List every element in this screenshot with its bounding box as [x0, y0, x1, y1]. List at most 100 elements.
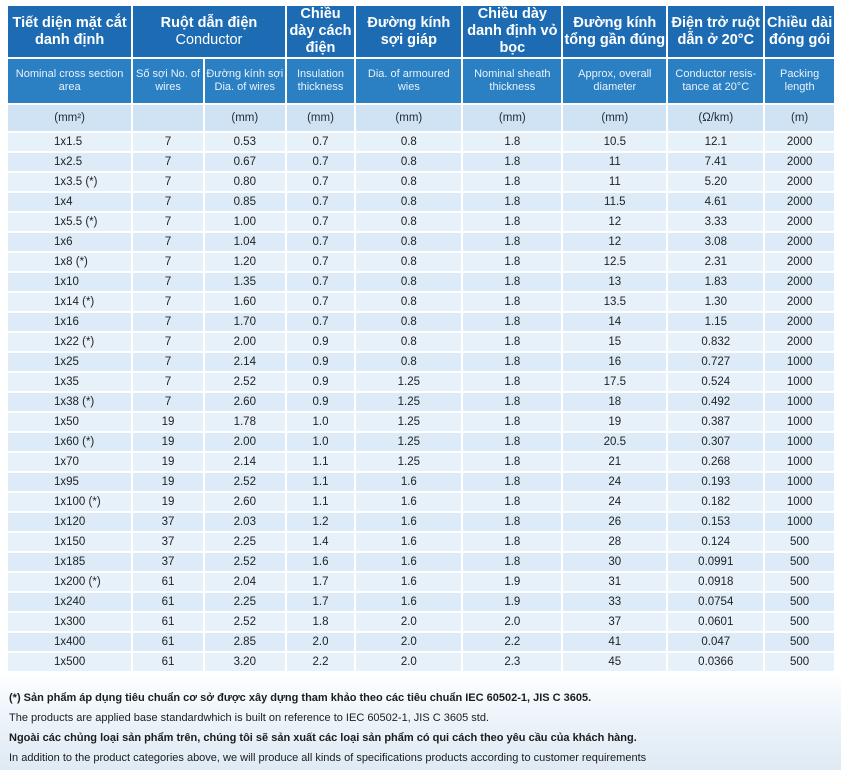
table-cell: 19: [133, 411, 203, 431]
table-cell: 1.60: [204, 291, 285, 311]
table-cell: 4.61: [668, 191, 764, 211]
header-en-resistance: Conductor resis-tance at 20°C: [668, 57, 764, 103]
table-cell: 1.8: [463, 371, 562, 391]
table-cell: 0.7: [286, 291, 355, 311]
table-row: 1x2.5 7 0.67 0.7 0.8 1.8 11 7.41 2000: [8, 151, 834, 171]
table-row: 1x14 (*) 7 1.60 0.7 0.8 1.8 13.5 1.30 2000: [8, 291, 834, 311]
footnote-custom-vn: Ngoài các chủng loại sản phẩm trên, chún…: [9, 732, 637, 744]
table-cell: 2.3: [463, 651, 562, 671]
row-size-cell: 1x95: [8, 471, 132, 491]
table-cell: 1.30: [668, 291, 764, 311]
row-size-cell: 1x22 (*): [8, 331, 132, 351]
table-cell: 45: [563, 651, 667, 671]
table-row: 1x4 7 0.85 0.7 0.8 1.8 11.5 4.61 2000: [8, 191, 834, 211]
table-cell: 0.9: [286, 391, 355, 411]
table-cell: 0.0754: [668, 591, 764, 611]
table-row: 1x3.5 (*) 7 0.80 0.7 0.8 1.8 11 5.20 2000: [8, 171, 834, 191]
table-cell: 2.52: [204, 471, 285, 491]
table-cell: 1.7: [286, 591, 355, 611]
table-cell: 7: [133, 131, 203, 151]
table-cell: 7: [133, 291, 203, 311]
table-row: 1x185 37 2.52 1.6 1.6 1.8 30 0.0991 500: [8, 551, 834, 571]
table-cell: 500: [765, 571, 834, 591]
table-cell: 1.6: [356, 531, 462, 551]
table-cell: 7: [133, 231, 203, 251]
table-row: 1x95 19 2.52 1.1 1.6 1.8 24 0.193 1000: [8, 471, 834, 491]
table-cell: 2.2: [463, 631, 562, 651]
unit-cell: (mm): [286, 103, 355, 131]
table-cell: 5.20: [668, 171, 764, 191]
table-cell: 19: [563, 411, 667, 431]
table-cell: 0.7: [286, 211, 355, 231]
table-cell: 0.524: [668, 371, 764, 391]
table-cell: 1.20: [204, 251, 285, 271]
table-cell: 1.8: [463, 531, 562, 551]
table-cell: 11.5: [563, 191, 667, 211]
table-cell: 1000: [765, 471, 834, 491]
table-cell: 24: [563, 491, 667, 511]
row-size-cell: 1x10: [8, 271, 132, 291]
footnote-custom-en: In addition to the product categories ab…: [9, 752, 647, 764]
table-cell: 1.6: [356, 551, 462, 571]
units-row: (mm²) (mm) (mm) (mm) (mm) (mm) (Ω/km) (m…: [8, 103, 834, 131]
table-cell: 0.8: [356, 131, 462, 151]
table-cell: 1000: [765, 371, 834, 391]
table-cell: 2000: [765, 171, 834, 191]
table-cell: 7: [133, 171, 203, 191]
table-cell: 2000: [765, 331, 834, 351]
unit-cell: (m): [765, 103, 834, 131]
table-cell: 1.8: [463, 191, 562, 211]
table-cell: 21: [563, 451, 667, 471]
table-row: 1x60 (*) 19 2.00 1.0 1.25 1.8 20.5 0.307 1000: [8, 431, 834, 451]
table-cell: 37: [133, 551, 203, 571]
table-cell: 2.00: [204, 331, 285, 351]
table-cell: 19: [133, 491, 203, 511]
table-row: 1x120 37 2.03 1.2 1.6 1.8 26 0.153 1000: [8, 511, 834, 531]
row-size-cell: 1x14 (*): [8, 291, 132, 311]
table-cell: 12: [563, 231, 667, 251]
header-conductor-vn: Ruột dẫn điện: [160, 14, 258, 31]
table-cell: 2.25: [204, 531, 285, 551]
table-cell: 500: [765, 611, 834, 631]
table-row: 1x100 (*) 19 2.60 1.1 1.6 1.8 24 0.182 1000: [8, 491, 834, 511]
row-size-cell: 1x185: [8, 551, 132, 571]
header-en-sheath: Nominal sheath thickness: [463, 57, 562, 103]
row-size-cell: 1x2.5: [8, 151, 132, 171]
table-cell: 2.00: [204, 431, 285, 451]
row-size-cell: 1x3.5 (*): [8, 171, 132, 191]
table-cell: 1.8: [463, 311, 562, 331]
header-armour-wire: Đường kính sợi giáp: [356, 6, 462, 57]
table-cell: 0.8: [356, 151, 462, 171]
row-size-cell: 1x120: [8, 511, 132, 531]
table-cell: 41: [563, 631, 667, 651]
table-cell: 1.8: [463, 431, 562, 451]
table-cell: 1.8: [463, 171, 562, 191]
table-cell: 0.7: [286, 131, 355, 151]
table-cell: 0.85: [204, 191, 285, 211]
table-row: 1x8 (*) 7 1.20 0.7 0.8 1.8 12.5 2.31 2000: [8, 251, 834, 271]
table-cell: 500: [765, 591, 834, 611]
table-row: 1x200 (*) 61 2.04 1.7 1.6 1.9 31 0.0918 500: [8, 571, 834, 591]
table-cell: 0.047: [668, 631, 764, 651]
unit-cell: (Ω/km): [668, 103, 764, 131]
table-cell: 1.25: [356, 371, 462, 391]
table-cell: 1.4: [286, 531, 355, 551]
table-row: 1x5.5 (*) 7 1.00 0.7 0.8 1.8 12 3.33 2000: [8, 211, 834, 231]
table-cell: 1.15: [668, 311, 764, 331]
table-cell: 1.8: [463, 471, 562, 491]
table-cell: 7: [133, 151, 203, 171]
table-cell: 0.67: [204, 151, 285, 171]
table-cell: 2000: [765, 291, 834, 311]
table-cell: 2000: [765, 271, 834, 291]
table-cell: 500: [765, 551, 834, 571]
table-cell: 0.492: [668, 391, 764, 411]
table-cell: 61: [133, 611, 203, 631]
table-cell: 1.25: [356, 411, 462, 431]
table-cell: 0.8: [356, 311, 462, 331]
table-cell: 61: [133, 631, 203, 651]
table-cell: 1.8: [463, 291, 562, 311]
table-cell: 500: [765, 651, 834, 671]
table-row: 1x70 19 2.14 1.1 1.25 1.8 21 0.268 1000: [8, 451, 834, 471]
table-cell: 2.52: [204, 371, 285, 391]
table-cell: 30: [563, 551, 667, 571]
